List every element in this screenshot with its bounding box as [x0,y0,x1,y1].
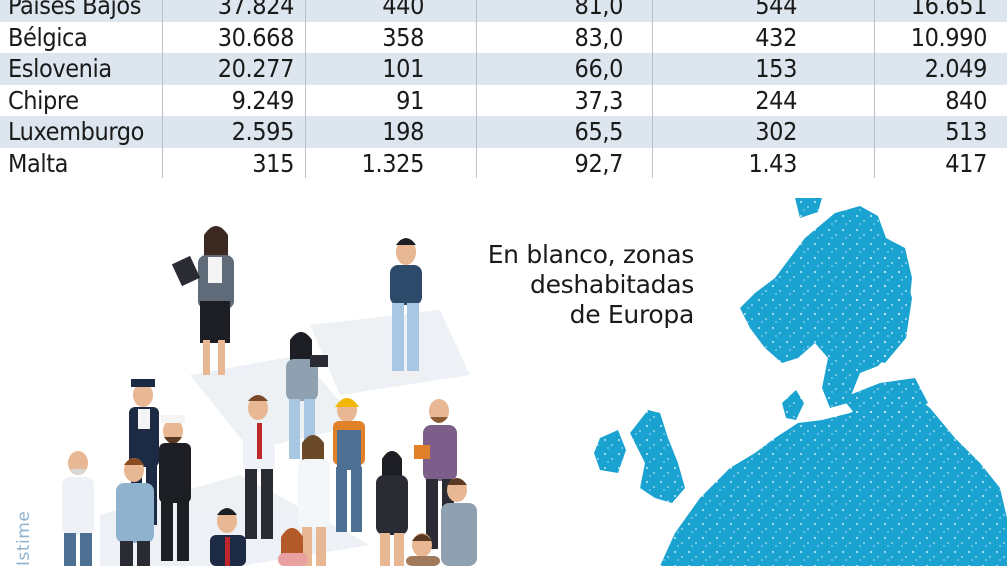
value-cell: 1.325 [361,148,425,178]
country-cell: Bélgica [8,22,88,52]
value-cell: 83,0 [574,22,624,52]
person-office-man [243,395,275,539]
value-cell: 16.651 [910,0,988,20]
person-woman-bottom [278,528,308,566]
value-cell: 544 [755,0,797,20]
table-row: Eslovenia 20.277 101 66,0 153 2.049 [0,53,1007,85]
person-casual-woman [390,238,422,379]
data-table: Países Bajos 37.824 440 81,0 544 16.651 Bélgic… [0,0,1007,179]
person-man-suit [210,508,246,566]
person-woman-coat [376,451,408,566]
value-cell: 513 [945,117,987,146]
table-row: Países Bajos 37.824 440 81,0 544 16.651 [0,0,1007,22]
country-cell: Chipre [8,85,79,115]
value-cell: 10.990 [910,22,988,52]
value-cell: 37.824 [217,0,295,20]
column-divider [162,0,163,178]
person-old-man [62,451,94,566]
person-doctor [298,435,330,566]
map-caption: En blanco, zonas deshabitadas de Europa [487,240,695,330]
country-cell: Países Bajos [8,0,142,20]
person-captain [159,415,191,561]
value-cell: 1.43 [748,148,798,178]
map-caption-line: deshabitadas [530,270,694,299]
column-divider [305,0,306,178]
value-cell: 66,0 [574,54,624,83]
value-cell: 198 [382,117,424,146]
value-cell: 302 [755,117,797,146]
map-caption-line: En blanco, zonas [487,240,695,269]
europe-population-map [594,198,1007,566]
value-cell: 20.277 [217,54,295,83]
value-cell: 244 [755,85,797,115]
value-cell: 2.049 [924,54,988,83]
value-cell: 30.668 [217,22,295,52]
table-row: Malta 315 1.325 92,7 1.43 417 [0,148,1007,180]
table-row: Bélgica 30.668 358 83,0 432 10.990 [0,22,1007,54]
country-cell: Eslovenia [8,54,112,83]
image-credit: Istime [14,510,34,566]
uninhabited-speckle [594,198,1007,566]
people-illustration [62,226,477,566]
value-cell: 358 [382,22,424,52]
value-cell: 440 [382,0,424,20]
column-divider [476,0,477,178]
country-cell: Malta [8,148,69,178]
value-cell: 432 [755,22,797,52]
person-man-phone [441,478,477,566]
person-construction-worker [333,398,365,532]
value-cell: 153 [755,54,797,83]
column-divider [652,0,653,178]
value-cell: 2.595 [231,117,295,146]
value-cell: 9.249 [231,85,295,115]
column-divider [874,0,875,178]
value-cell: 315 [252,148,294,178]
value-cell: 65,5 [574,117,624,146]
table-row: Chipre 9.249 91 37,3 244 840 [0,85,1007,117]
value-cell: 81,0 [574,0,624,20]
country-cell: Luxemburgo [8,117,145,146]
value-cell: 92,7 [574,148,624,178]
person-man-glasses [406,533,440,566]
table-row: Luxemburgo 2.595 198 65,5 302 513 [0,116,1007,148]
value-cell: 101 [382,54,424,83]
person-man-blue-shirt [116,458,154,566]
map-caption-line: de Europa [569,300,695,329]
value-cell: 840 [945,85,987,115]
value-cell: 91 [396,85,424,115]
value-cell: 37,3 [574,85,624,115]
person-photographer [286,332,328,459]
value-cell: 417 [945,148,987,178]
person-clipboard-woman [171,226,234,375]
